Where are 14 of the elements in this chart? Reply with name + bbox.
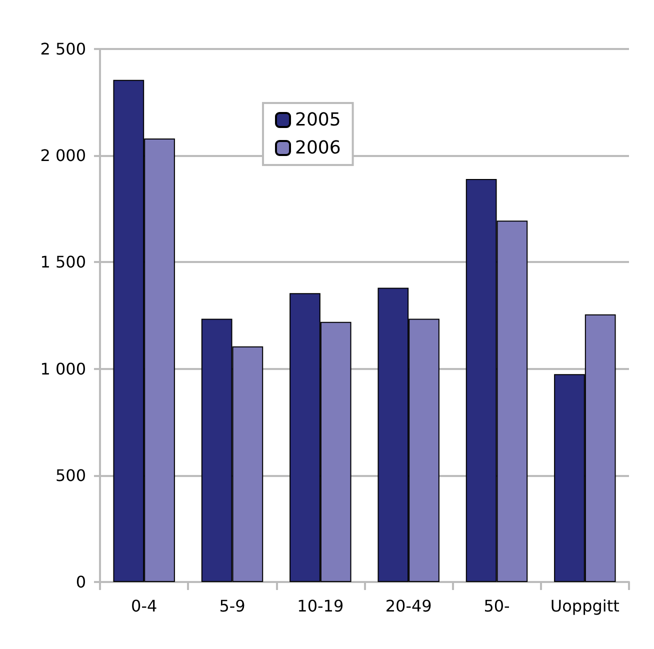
y-tick-label: 0 xyxy=(76,572,86,592)
y-tick-label: 500 xyxy=(55,466,86,485)
y-tick-label: 2 500 xyxy=(40,40,86,58)
y-tick-label: 2 000 xyxy=(40,146,86,166)
x-tick-label: 20-49 xyxy=(385,596,432,616)
x-tick-label: 50- xyxy=(484,596,510,616)
legend-label: 2006 xyxy=(295,138,341,158)
legend-label: 2005 xyxy=(295,110,341,130)
y-tick-label: 1 500 xyxy=(40,252,86,272)
x-tick-label: 0-4 xyxy=(131,596,158,616)
y-tick-label: 1 000 xyxy=(40,359,86,378)
x-tick-label: Uoppgitt xyxy=(550,596,620,616)
x-tick-label: 5-9 xyxy=(219,596,246,616)
x-tick-label: 10-19 xyxy=(297,596,344,616)
